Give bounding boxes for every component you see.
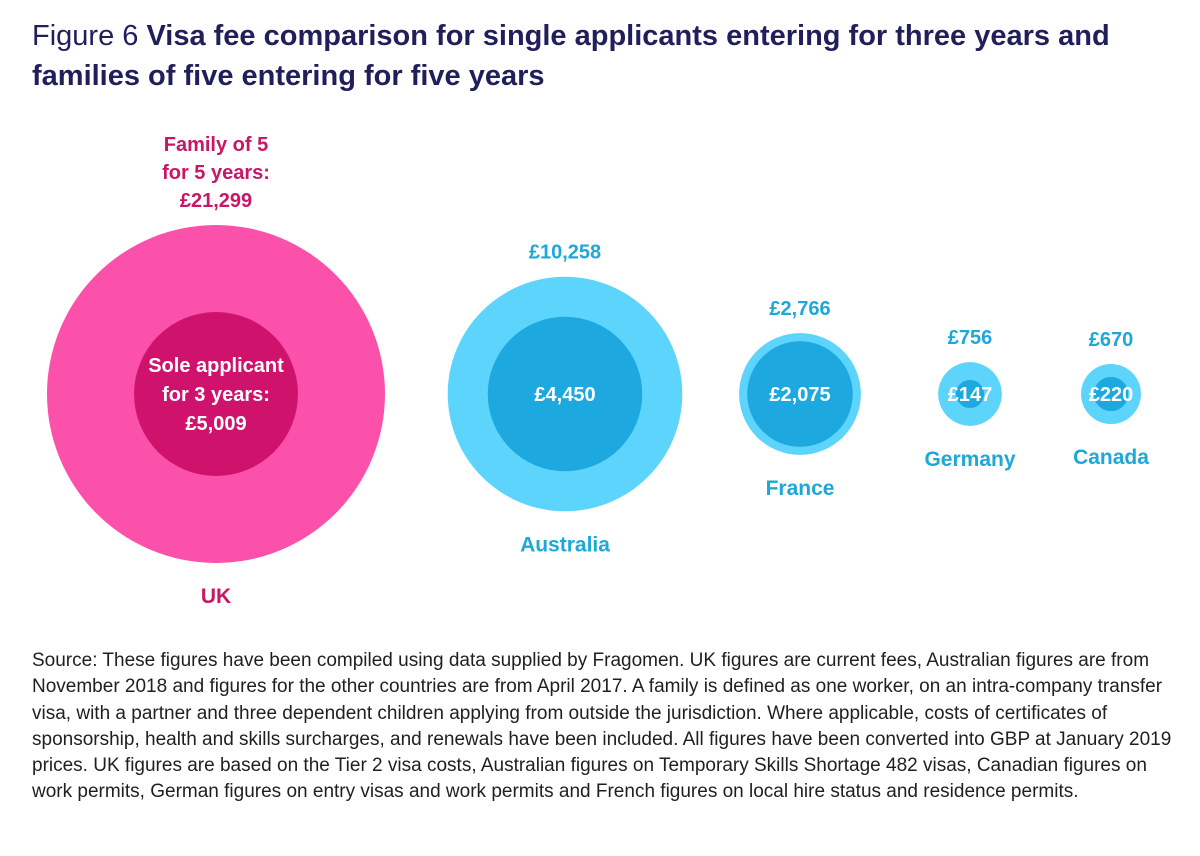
category-label-canada: Canada bbox=[1073, 446, 1149, 469]
sole-value-label-canada: £220 bbox=[1089, 384, 1134, 406]
sole-bubble-germany bbox=[955, 379, 985, 409]
figure-label: Figure 6 bbox=[32, 20, 139, 52]
sole-bubble-france bbox=[747, 341, 853, 447]
sole-value-label-uk: for 3 years: bbox=[162, 384, 270, 406]
bubble-chart: Sole applicant for 3 years: £5,009 Family o… bbox=[47, 134, 1149, 608]
source-note: Source: These figures have been compiled… bbox=[32, 650, 1172, 803]
category-label-uk: UK bbox=[201, 585, 231, 608]
title-text: Visa fee comparison for single applicant… bbox=[32, 20, 1110, 92]
sole-value-label-france: £2,075 bbox=[769, 384, 830, 406]
sole-bubble-australia bbox=[487, 316, 643, 472]
family-value-label-uk: for 5 years: bbox=[162, 162, 270, 184]
family-value-label-france: £2,766 bbox=[769, 298, 830, 320]
sole-bubble-canada bbox=[1093, 376, 1129, 412]
sole-value-label-uk: Sole applicant bbox=[148, 355, 284, 377]
category-label-australia: Australia bbox=[520, 533, 610, 556]
category-label-france: France bbox=[766, 477, 835, 500]
family-value-label-uk: Family of 5 bbox=[164, 134, 268, 156]
sole-value-label-germany: £147 bbox=[948, 384, 993, 406]
category-label-germany: Germany bbox=[924, 448, 1015, 471]
family-value-label-australia: £10,258 bbox=[529, 242, 601, 264]
family-value-label-germany: £756 bbox=[948, 327, 993, 349]
sole-value-label-australia: £4,450 bbox=[534, 384, 595, 406]
family-value-label-canada: £670 bbox=[1089, 329, 1134, 351]
chart-title: Figure 6 Visa fee comparison for single … bbox=[32, 16, 1172, 96]
sole-value-label-uk: £5,009 bbox=[185, 413, 246, 435]
family-value-label-uk: £21,299 bbox=[180, 190, 252, 212]
sole-bubble-uk bbox=[134, 312, 298, 476]
